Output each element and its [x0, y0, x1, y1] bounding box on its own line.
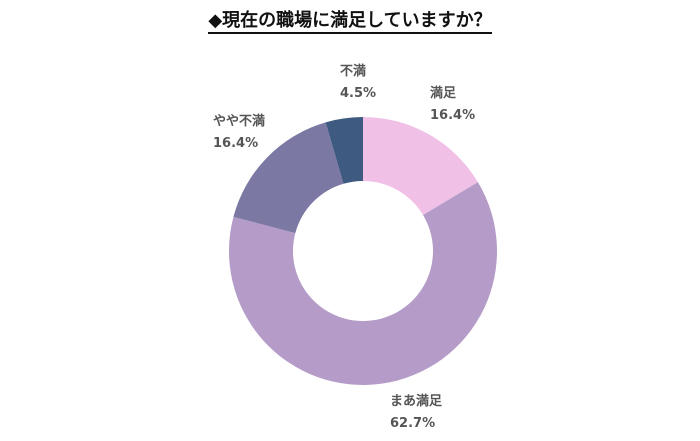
- slice-value-label: 62.7%: [390, 416, 435, 431]
- slice-category-label: 満足: [430, 85, 457, 101]
- slice-value-label: 16.4%: [213, 136, 258, 151]
- donut-slice-1: [228, 182, 497, 385]
- slice-category-label: まあ満足: [390, 393, 443, 409]
- chart-title: ◆現在の職場に満足していますか？: [0, 6, 700, 34]
- chart-title-text: ◆現在の職場に満足していますか？: [208, 10, 492, 34]
- slice-value-label: 16.4%: [430, 108, 475, 123]
- donut-slice-2: [233, 122, 344, 234]
- donut-slice-0: [363, 117, 478, 215]
- slice-value-label: 4.5%: [340, 86, 376, 101]
- slice-category-label: やや不満: [213, 113, 265, 129]
- slice-category-label: 不満: [340, 63, 366, 79]
- donut-slice-3: [325, 117, 363, 184]
